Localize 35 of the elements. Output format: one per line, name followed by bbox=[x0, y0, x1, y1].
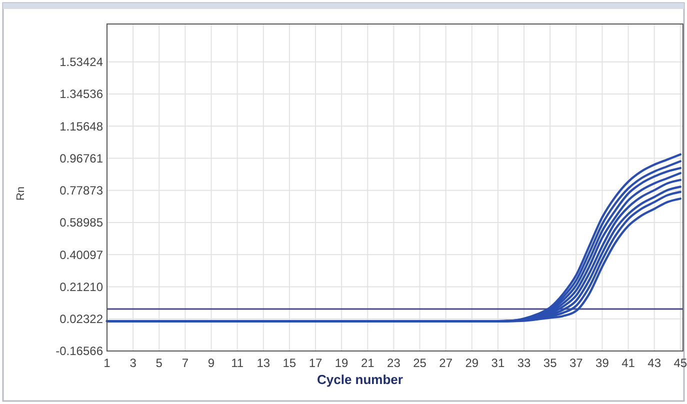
x-tick-label: 19 bbox=[334, 356, 349, 370]
y-tick-label: 1.34536 bbox=[60, 87, 104, 102]
x-tick-label: 39 bbox=[596, 356, 610, 370]
x-tick-label: 15 bbox=[282, 356, 296, 370]
x-tick-label: 17 bbox=[308, 356, 322, 370]
x-tick-label: 11 bbox=[231, 356, 244, 370]
x-tick-label: 3 bbox=[130, 356, 137, 370]
x-tick-label: 37 bbox=[569, 356, 584, 370]
y-tick-label: 0.77873 bbox=[60, 184, 104, 198]
y-tick-label: 0.21210 bbox=[60, 280, 104, 294]
x-tick-label: 41 bbox=[622, 356, 636, 370]
y-tick-label: 0.02322 bbox=[60, 312, 104, 326]
x-tick-label: 7 bbox=[182, 356, 189, 370]
y-tick-label: 0.58985 bbox=[60, 216, 104, 230]
y-tick-label: 1.53424 bbox=[60, 55, 104, 70]
x-tick-label: 25 bbox=[413, 356, 427, 370]
y-tick-label: -0.16566 bbox=[56, 344, 104, 358]
y-tick-label: 1.15648 bbox=[60, 119, 104, 134]
x-tick-label: 45 bbox=[674, 356, 687, 370]
x-tick-label: 21 bbox=[360, 356, 375, 370]
y-axis-title: Rn bbox=[15, 186, 27, 201]
x-tick-label: 9 bbox=[208, 356, 215, 370]
x-tick-label: 35 bbox=[543, 356, 558, 370]
x-tick-label: 31 bbox=[491, 356, 505, 370]
x-tick-label: 5 bbox=[156, 356, 163, 370]
x-tick-label: 1 bbox=[104, 356, 111, 370]
x-tick-label: 29 bbox=[465, 356, 479, 370]
y-tick-label: 0.40097 bbox=[60, 248, 104, 262]
y-tick-label: 0.96761 bbox=[60, 151, 104, 166]
x-tick-label: 43 bbox=[648, 356, 662, 370]
x-tick-label: 33 bbox=[517, 356, 532, 370]
x-axis-title: Cycle number bbox=[317, 372, 403, 387]
x-tick-label: 27 bbox=[439, 356, 453, 370]
x-tick-label: 23 bbox=[387, 356, 401, 370]
x-tick-label: 13 bbox=[256, 356, 270, 370]
